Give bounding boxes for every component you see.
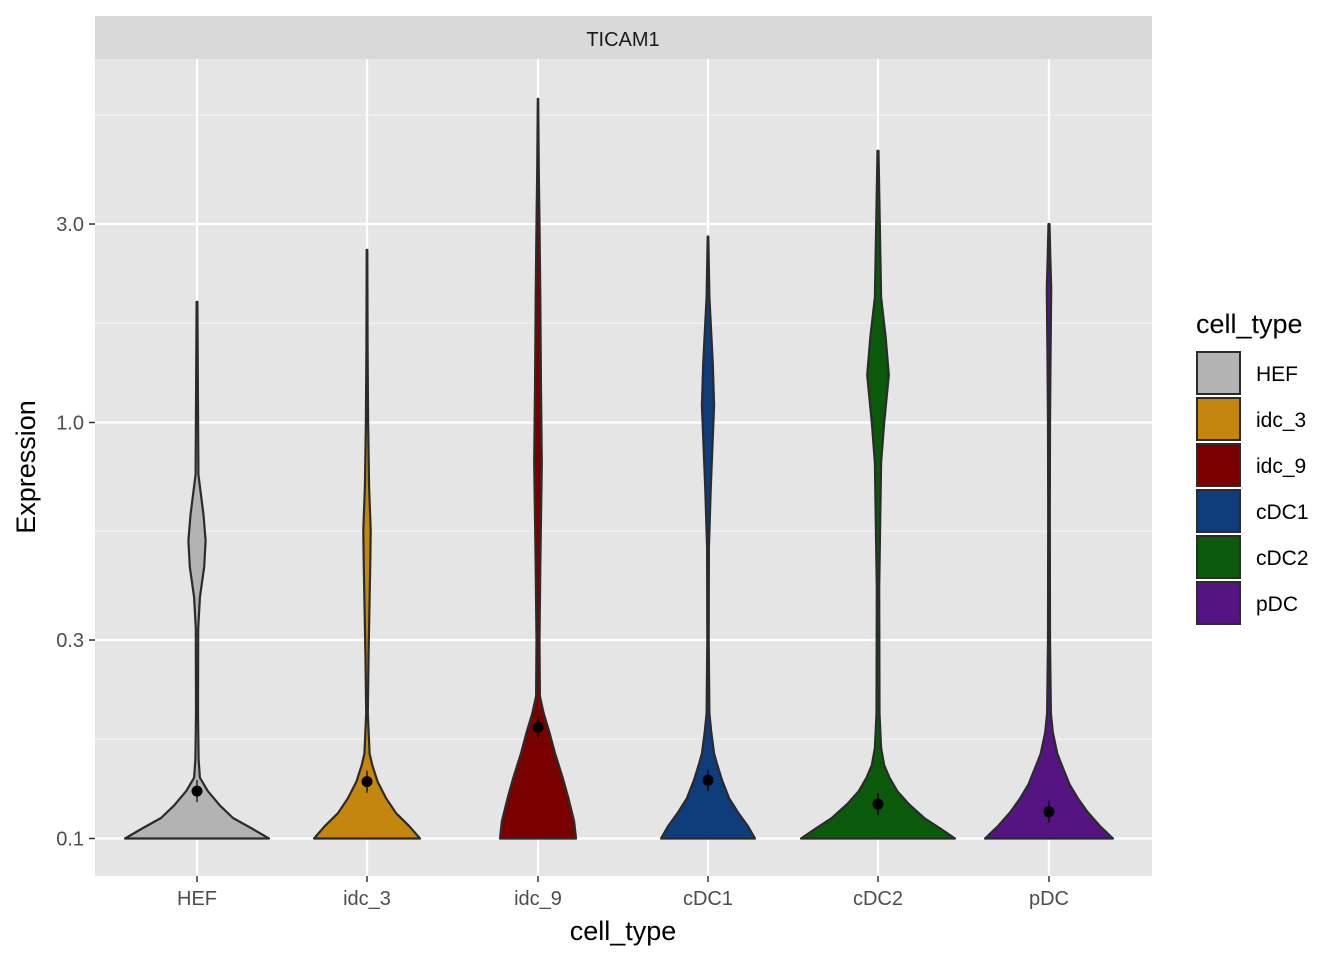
legend-title: cell_type [1196,309,1303,339]
legend-key-idc_9 [1196,443,1241,487]
median-points [191,716,1055,823]
x-tick-label: cDC2 [853,888,903,910]
median-point-HEF [191,785,203,797]
legend-label-idc_9: idc_9 [1256,455,1306,478]
legend-key-idc_3 [1196,397,1241,441]
y-tick-label: 1.0 [56,413,84,435]
median-point-idc_9 [532,721,544,733]
legend-label-idc_3: idc_3 [1256,409,1306,432]
legend-key-cDC2 [1196,535,1241,579]
median-point-pDC [1043,806,1055,818]
x-axis: HEF idc_3 idc_9 cDC1 cDC2 pDC [177,876,1069,910]
facet-title: TICAM1 [586,29,659,51]
facet-strip [95,16,1152,59]
violin-HEF [123,300,271,840]
y-axis-title: Expression [11,400,41,534]
median-point-cDC2 [872,798,884,810]
y-tick-label: 0.3 [56,630,84,652]
y-tick-label: 0.1 [56,829,84,851]
median-point-idc_3 [361,776,373,788]
x-tick-label: pDC [1029,888,1069,910]
legend-key-cDC1 [1196,489,1241,533]
x-tick-label: idc_9 [514,888,562,910]
legend-label-pDC: pDC [1256,593,1298,616]
legend-key-HEF [1196,351,1241,395]
legend-label-HEF: HEF [1256,363,1298,386]
y-tick-label: 3.0 [56,214,84,236]
legend-label-cDC2: cDC2 [1256,547,1309,570]
x-axis-title: cell_type [570,916,677,946]
violin-cDC2 [799,149,957,840]
x-tick-label: cDC1 [683,888,733,910]
violin-idc_9 [498,97,578,840]
violin-cDC1 [659,235,757,840]
legend-key-pDC [1196,581,1241,625]
x-tick-label: HEF [177,888,217,910]
violins [123,97,1115,840]
x-tick-label: idc_3 [343,888,391,910]
violin-pDC [983,222,1115,840]
legend-label-cDC1: cDC1 [1256,501,1309,524]
y-axis: 0.1 0.3 1.0 3.0 [56,214,95,851]
median-point-cDC1 [702,774,714,786]
violin-idc_3 [312,248,422,840]
legend: cell_type HEF idc_3 idc_9 cDC1 cDC2 pDC [1196,309,1309,625]
plot-panel [95,59,1152,876]
